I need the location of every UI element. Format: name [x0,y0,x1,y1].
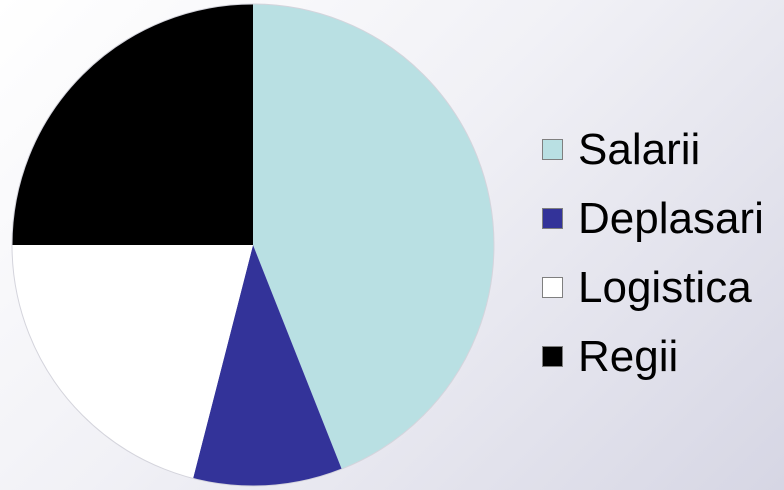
legend-swatch [542,139,563,160]
pie-outline [11,3,495,487]
legend-swatch [542,277,563,298]
legend-label: Deplasari [578,193,764,243]
legend-item-regii: Regii [542,322,764,391]
pie-slice-regii [12,4,253,245]
legend-label: Salarii [578,124,701,174]
legend-swatch [542,208,563,229]
legend-label: Logistica [578,262,752,312]
legend-item-salarii: Salarii [542,115,764,184]
legend-item-deplasari: Deplasari [542,184,764,253]
pie-slice-logistica [12,245,253,479]
legend: Salarii Deplasari Logistica Regii [542,115,764,391]
pie-slice-salarii [253,3,495,470]
legend-item-logistica: Logistica [542,253,764,322]
pie-slice-deplasari [193,245,342,487]
legend-swatch [542,346,563,367]
legend-label: Regii [578,331,679,381]
